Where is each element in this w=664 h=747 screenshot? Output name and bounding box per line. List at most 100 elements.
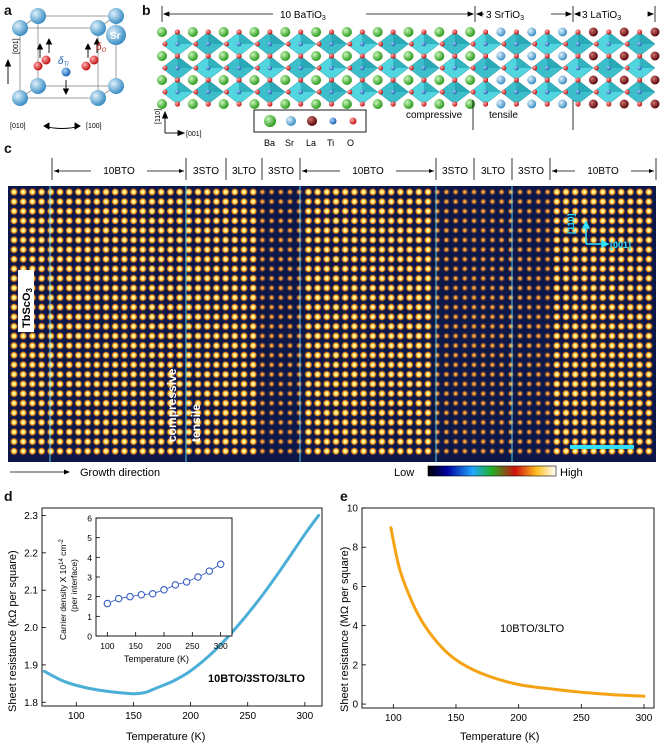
atomic-column <box>64 331 74 341</box>
dir-001-label: [001] <box>610 240 631 250</box>
atomic-column <box>616 379 626 389</box>
atomic-column <box>534 341 543 350</box>
atomic-column <box>534 293 543 302</box>
atomic-column <box>156 379 166 389</box>
atomic-column <box>230 312 240 322</box>
atomic-column <box>543 428 552 436</box>
atomic-column <box>589 408 598 418</box>
atomic-column <box>488 389 497 398</box>
ba-atom <box>465 27 476 37</box>
ba-atom <box>311 27 322 37</box>
atomic-column <box>202 370 212 379</box>
atomic-column <box>239 446 249 456</box>
atomic-column <box>635 446 644 456</box>
atomic-column <box>212 197 221 206</box>
ba-atom <box>249 99 260 109</box>
atomic-column <box>156 302 166 312</box>
atomic-column <box>120 226 129 235</box>
atomic-column <box>184 293 194 302</box>
atomic-column <box>221 437 231 446</box>
atomic-column <box>377 408 387 418</box>
atomic-column <box>55 206 65 216</box>
atomic-column <box>377 446 387 456</box>
atomic-column <box>322 437 332 446</box>
atomic-column <box>552 379 562 389</box>
atomic-column <box>561 293 571 302</box>
atomic-column <box>580 389 589 398</box>
atomic-column <box>414 360 424 370</box>
atomic-column <box>377 226 387 235</box>
atomic-column <box>37 293 46 302</box>
atomic-column <box>414 331 424 341</box>
atomic-column <box>433 188 442 196</box>
atomic-column <box>552 437 562 446</box>
atomic-column <box>525 361 533 369</box>
ba-atom <box>218 27 229 37</box>
atomic-column <box>83 379 92 389</box>
atomic-column <box>230 283 240 293</box>
atomic-column <box>110 322 120 331</box>
atomic-column <box>304 418 313 427</box>
atomic-column <box>507 370 515 379</box>
atomic-column <box>221 398 231 408</box>
atomic-column <box>147 264 157 274</box>
atomic-column <box>277 418 285 427</box>
atomic-column <box>534 207 543 215</box>
atomic-column <box>46 418 56 427</box>
atomic-column <box>322 245 332 254</box>
ti-atom <box>421 89 427 95</box>
atomic-column <box>295 217 304 225</box>
atomic-column <box>37 398 46 408</box>
o-atom <box>636 53 643 59</box>
atomic-column <box>184 427 194 437</box>
atomic-column <box>405 322 414 331</box>
atomic-column <box>64 197 74 206</box>
atomic-column <box>322 322 332 331</box>
atomic-column <box>322 427 332 437</box>
atomic-column <box>470 409 478 417</box>
atomic-column <box>267 207 276 215</box>
atomic-column <box>442 313 451 321</box>
atomic-column <box>534 447 543 456</box>
atomic-column <box>414 283 424 293</box>
atomic-column <box>64 235 74 245</box>
atomic-column <box>313 293 322 302</box>
atomic-column <box>28 350 37 360</box>
atomic-column <box>561 370 571 379</box>
atomic-column <box>368 350 378 360</box>
atomic-column <box>64 283 74 293</box>
d-xtick-label: 100 <box>68 711 85 722</box>
compressive-label: compressive <box>406 110 463 121</box>
legend-ba-atom <box>264 115 276 127</box>
atomic-column <box>644 216 654 226</box>
atomic-column <box>147 274 157 283</box>
lattice-structure <box>157 27 660 109</box>
atomic-column <box>570 322 580 331</box>
ti-atom <box>298 65 303 71</box>
atomic-column <box>313 235 322 245</box>
atomic-column <box>442 418 451 427</box>
atomic-column <box>92 350 102 360</box>
ba-atom <box>311 99 322 109</box>
atomic-column <box>313 379 322 389</box>
o-atom <box>563 65 568 71</box>
atomic-column <box>258 437 267 446</box>
atomic-column <box>147 360 157 370</box>
ba-atom <box>341 99 352 109</box>
atomic-column <box>534 361 543 369</box>
atomic-column <box>193 197 203 206</box>
atomic-column <box>277 399 285 407</box>
atomic-column <box>497 409 506 417</box>
atomic-column <box>193 245 203 254</box>
atomic-column <box>110 312 120 322</box>
atomic-column <box>55 226 65 235</box>
atomic-column <box>267 197 276 206</box>
atomic-column <box>479 245 488 254</box>
o-atom <box>205 29 211 35</box>
atomic-column <box>368 446 378 456</box>
atomic-column <box>193 370 203 379</box>
panel-label-d: d <box>4 488 13 504</box>
atomic-column <box>286 389 294 398</box>
atomic-column <box>405 389 414 398</box>
atomic-column <box>396 427 405 437</box>
